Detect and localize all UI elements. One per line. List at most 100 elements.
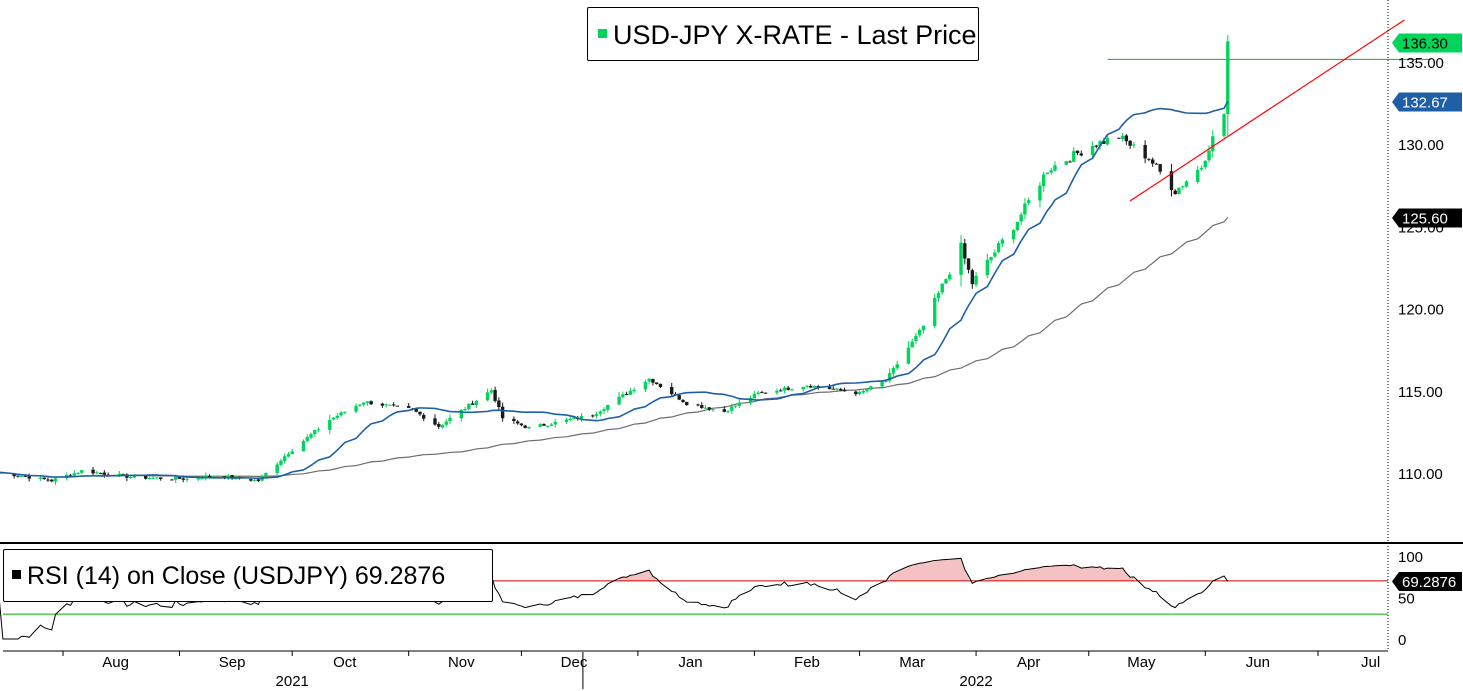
candle-body xyxy=(121,474,125,476)
candle-body xyxy=(437,424,441,427)
candle-body xyxy=(606,404,610,410)
candle-body xyxy=(918,329,922,336)
candle-body xyxy=(963,243,967,259)
candle-body xyxy=(763,392,768,394)
candle-body xyxy=(895,364,899,369)
candle-body xyxy=(861,390,866,393)
candle-body xyxy=(335,415,339,418)
candle-body xyxy=(305,437,309,442)
candle-body xyxy=(388,404,392,406)
candle-body xyxy=(805,385,809,387)
x-month-label: Mar xyxy=(899,654,925,671)
ma-slow-tag: 125.60 xyxy=(1392,208,1462,228)
price-legend-swatch xyxy=(598,29,607,39)
ma-fast-tag-text: 132.67 xyxy=(1402,95,1448,112)
rsi-y-tick-label: 100 xyxy=(1398,549,1423,566)
candle-body xyxy=(624,394,629,396)
candle-body xyxy=(23,475,28,477)
candle-body xyxy=(313,430,317,435)
candle-body xyxy=(910,341,914,348)
candle-body xyxy=(1132,144,1136,146)
candle-body xyxy=(519,423,524,426)
candle-body xyxy=(230,475,234,479)
candle-body xyxy=(406,406,411,408)
candle-body xyxy=(730,406,734,411)
price-y-tick-label: 110.00 xyxy=(1398,466,1443,483)
candle-body xyxy=(523,425,527,428)
trendline xyxy=(1129,19,1405,202)
candle-body xyxy=(1154,163,1159,165)
candle-body xyxy=(275,464,279,474)
candle-body xyxy=(1026,200,1031,203)
candle-body xyxy=(252,479,257,481)
x-month-label: Nov xyxy=(448,654,475,671)
candle-body xyxy=(1128,140,1132,146)
candle-body xyxy=(632,389,636,392)
candle-body xyxy=(1199,167,1204,170)
candle-body xyxy=(286,454,291,457)
candle-body xyxy=(621,394,625,398)
candle-body xyxy=(884,380,888,382)
candle-body xyxy=(1143,145,1147,159)
price-y-tick-label: 120.00 xyxy=(1398,302,1444,319)
candle-body xyxy=(1105,138,1110,145)
candle-body xyxy=(681,400,685,403)
candle-body xyxy=(177,476,182,479)
candle-body xyxy=(591,415,595,417)
candle-body xyxy=(1102,141,1106,144)
candle-body xyxy=(756,392,760,395)
candle-body xyxy=(970,270,975,285)
candle-body xyxy=(72,473,76,476)
candle-body xyxy=(564,419,569,422)
candle-body xyxy=(1011,229,1016,240)
price-legend-label: USD-JPY X-RATE - Last Price xyxy=(613,20,977,50)
x-month-label: Sep xyxy=(219,654,246,671)
candle-body xyxy=(380,403,385,406)
candle-body xyxy=(384,404,388,406)
candle-body xyxy=(196,478,200,480)
candle-body xyxy=(816,386,820,388)
candle-body xyxy=(493,389,497,401)
candle-body xyxy=(880,381,884,387)
candle-body xyxy=(414,408,418,412)
candle-body xyxy=(279,460,283,465)
candle-body xyxy=(42,477,46,480)
candle-body xyxy=(700,405,704,409)
candle-body xyxy=(470,403,475,405)
candle-body xyxy=(489,390,494,393)
candle-body xyxy=(914,335,918,341)
candle-body xyxy=(1072,151,1076,162)
candle-body xyxy=(812,385,817,388)
candle-body xyxy=(16,475,20,477)
candle-body xyxy=(887,373,892,381)
x-month-label: Apr xyxy=(1017,654,1040,671)
ma-slow-tag-text: 125.60 xyxy=(1402,211,1448,228)
candle-body xyxy=(515,421,520,424)
candle-body xyxy=(343,411,347,413)
candle-body xyxy=(786,387,790,390)
candle-body xyxy=(331,417,336,420)
candle-body xyxy=(200,478,204,480)
candle-body xyxy=(422,414,426,419)
price-y-tick-label: 135.00 xyxy=(1398,55,1444,72)
candle-body xyxy=(38,477,43,479)
candle-body xyxy=(358,404,362,406)
rsi-overbought-fill xyxy=(889,558,969,581)
rsi-overbought-fill xyxy=(987,564,1134,581)
candle-body xyxy=(1181,186,1185,188)
candle-body xyxy=(568,418,572,420)
candle-body xyxy=(1150,159,1155,164)
candle-body xyxy=(1184,181,1189,187)
candle-body xyxy=(835,388,839,390)
candle-body xyxy=(572,417,576,420)
candle-body xyxy=(801,386,805,390)
candle-body xyxy=(658,383,663,387)
candle-body xyxy=(842,389,847,392)
candle-body xyxy=(1094,145,1099,147)
last-price-tag: 136.30 xyxy=(1392,33,1462,53)
candle-body xyxy=(778,390,783,392)
candle-body xyxy=(1203,160,1207,168)
candle-body xyxy=(316,429,321,431)
candle-body xyxy=(654,382,659,385)
candle-body xyxy=(1023,203,1027,215)
